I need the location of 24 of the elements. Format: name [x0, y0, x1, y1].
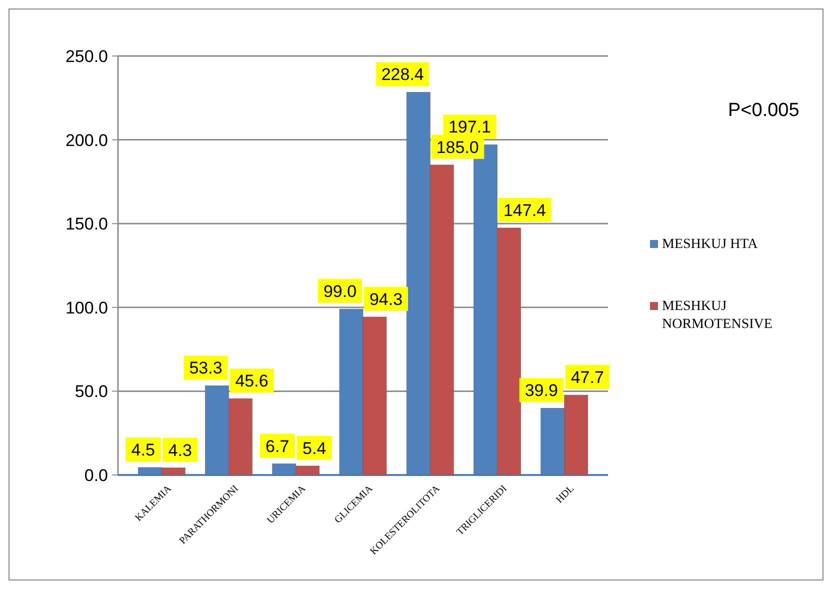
y-tick-label: 100.0 [65, 298, 108, 318]
y-tick-label: 0.0 [84, 466, 108, 485]
data-label: 228.4 [381, 65, 424, 84]
text: P<0.005 [728, 100, 800, 121]
legend-label: MESHKUJ HTA [662, 237, 759, 252]
data-label: 5.4 [302, 438, 326, 458]
data-label: 45.6 [235, 372, 268, 391]
x-tick-label: HDL [554, 483, 576, 506]
data-label: 94.3 [369, 290, 403, 309]
data-label: 53.3 [189, 358, 222, 378]
y-tick-label: 250.0 [65, 47, 108, 66]
data-label: 197.1 [448, 118, 492, 137]
y-tick-label: 50.0 [74, 382, 108, 402]
data-label: 47.7 [570, 368, 604, 388]
data-label: 99.0 [323, 282, 357, 302]
legend-label: MESHKUJ NORMOTENSIVE [662, 299, 772, 332]
y-tick-label: 200.0 [65, 130, 108, 150]
data-label: 39.9 [524, 381, 558, 400]
data-label: 4.5 [131, 440, 155, 460]
data-label: 147.4 [503, 200, 546, 220]
data-label: 185.0 [436, 138, 479, 157]
data-label: 4.3 [168, 440, 192, 460]
y-tick-label: 150.0 [65, 214, 108, 234]
data-label: 6.7 [266, 436, 290, 456]
